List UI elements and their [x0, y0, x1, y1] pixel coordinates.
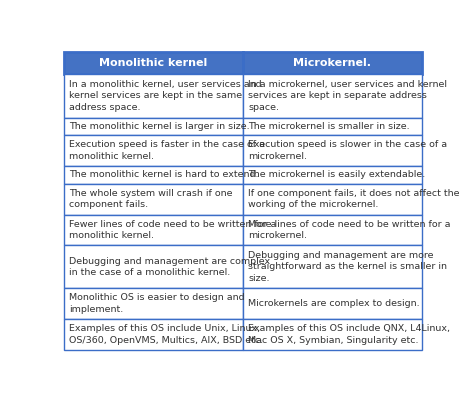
Text: In a monolithic kernel, user services and
kernel services are kept in the same
a: In a monolithic kernel, user services an… [69, 80, 262, 112]
Bar [64, 166, 243, 184]
Text: The whole system will crash if one
component fails.: The whole system will crash if one compo… [69, 189, 233, 209]
Bar [64, 53, 243, 74]
Text: If one component fails, it does not affect the
working of the microkernel.: If one component fails, it does not affe… [248, 189, 460, 209]
Text: The microkernel is smaller in size.: The microkernel is smaller in size. [248, 122, 410, 131]
Bar [64, 184, 243, 215]
Text: The monolithic kernel is larger in size.: The monolithic kernel is larger in size. [69, 122, 250, 131]
Bar [243, 74, 422, 117]
Bar [243, 184, 422, 215]
Bar [243, 53, 422, 74]
Text: Execution speed is faster in the case of a
monolithic kernel.: Execution speed is faster in the case of… [69, 140, 265, 161]
Bar [243, 135, 422, 166]
Text: Microkernel.: Microkernel. [293, 59, 372, 68]
Text: Debugging and management are complex
in the case of a monolithic kernel.: Debugging and management are complex in … [69, 257, 271, 277]
Text: More lines of code need to be written for a
microkernel.: More lines of code need to be written fo… [248, 220, 451, 240]
Text: Debugging and management are more
straightforward as the kernel is smaller in
si: Debugging and management are more straig… [248, 251, 447, 283]
Bar [64, 245, 243, 289]
Text: Monolithic OS is easier to design and
implement.: Monolithic OS is easier to design and im… [69, 293, 245, 314]
Text: Microkernels are complex to design.: Microkernels are complex to design. [248, 299, 420, 308]
Bar [64, 117, 243, 135]
Bar [243, 166, 422, 184]
Text: Execution speed is slower in the case of a
microkernel.: Execution speed is slower in the case of… [248, 140, 447, 161]
Bar [243, 319, 422, 349]
Bar [243, 245, 422, 289]
Bar [243, 117, 422, 135]
Bar [243, 289, 422, 319]
Text: In a microkernel, user services and kernel
services are kept in separate address: In a microkernel, user services and kern… [248, 80, 447, 112]
Text: Examples of this OS include Unix, Linux,
OS/360, OpenVMS, Multics, AIX, BSD etc.: Examples of this OS include Unix, Linux,… [69, 324, 264, 345]
Text: Fewer lines of code need to be written for a
monolithic kernel.: Fewer lines of code need to be written f… [69, 220, 277, 240]
Text: Monolithic kernel: Monolithic kernel [99, 59, 208, 68]
Text: The monolithic kernel is hard to extend.: The monolithic kernel is hard to extend. [69, 170, 259, 179]
Bar [64, 289, 243, 319]
Bar [64, 319, 243, 349]
Text: The microkernel is easily extendable.: The microkernel is easily extendable. [248, 170, 426, 179]
Text: Examples of this OS include QNX, L4Linux,
Mac OS X, Symbian, Singularity etc.: Examples of this OS include QNX, L4Linux… [248, 324, 450, 345]
Bar [64, 215, 243, 245]
Bar [243, 215, 422, 245]
Bar [64, 74, 243, 117]
Bar [64, 135, 243, 166]
